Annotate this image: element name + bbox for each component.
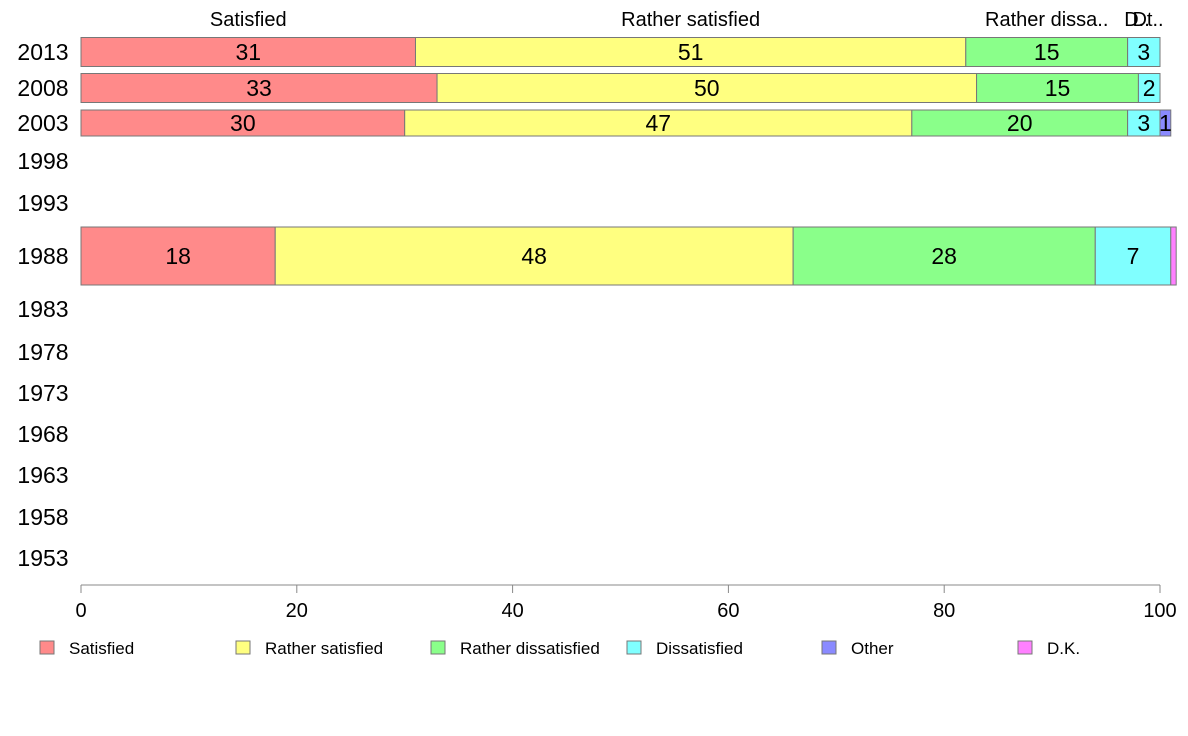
bar-value-label: 47 <box>645 110 671 136</box>
legend-swatch <box>430 640 446 655</box>
bar-segment <box>1170 226 1177 286</box>
y-tick-label: 1978 <box>17 339 68 365</box>
x-tick-label: 80 <box>933 600 955 622</box>
x-tick-label: 60 <box>717 600 739 622</box>
bar-value-label: 3 <box>1137 39 1150 65</box>
bar-value-label: 48 <box>521 243 547 269</box>
legend-label: Rather satisfied <box>265 639 383 658</box>
y-axis-labels: 2013 2008 2003 1998 1993 1988 1983 1978 1973 1968… <box>17 39 68 571</box>
legend-label: Satisfied <box>69 639 134 658</box>
y-tick-label: 1993 <box>17 190 68 216</box>
bar-segment <box>1159 109 1172 137</box>
bar-value-label: 2 <box>1143 75 1156 101</box>
y-tick-label: 2008 <box>17 75 68 101</box>
bar-segment <box>80 226 276 286</box>
y-tick-label: 1968 <box>17 421 68 447</box>
legend-swatch <box>235 640 251 655</box>
bar-segment <box>1127 109 1161 137</box>
top-category-label: D.. <box>1124 9 1150 31</box>
y-tick-label: 1998 <box>17 148 68 174</box>
legend-label: Other <box>851 639 894 658</box>
bar-segment <box>80 73 438 103</box>
top-category-label: Rather dissa.. <box>985 9 1108 31</box>
top-category-label: Dt.. <box>1132 9 1163 31</box>
bar-value-label: 33 <box>246 75 272 101</box>
bar-segment <box>414 37 967 67</box>
y-tick-label: 1973 <box>17 380 68 406</box>
bar-value-label: 3 <box>1137 110 1150 136</box>
y-tick-label: 1988 <box>17 243 68 269</box>
bar-value-label: 7 <box>1127 243 1140 269</box>
bar-value-label: 18 <box>165 243 191 269</box>
top-category-label: Satisfied <box>210 9 287 31</box>
bar-segment <box>274 226 794 286</box>
y-tick-label: 2003 <box>17 110 68 136</box>
bars: 31 51 15 333 50 15 230 47 20 3 118 48 28 7 <box>80 37 1177 286</box>
bar-value-label: 15 <box>1034 39 1060 65</box>
bar-value-label: 20 <box>1007 110 1033 136</box>
legend-swatch <box>39 640 55 655</box>
legend-label: Dissatisfied <box>656 639 743 658</box>
bar-segment <box>80 109 406 137</box>
x-axis: 0 20 40 60 80 100 <box>75 584 1177 622</box>
legend-swatch <box>821 640 837 655</box>
x-tick-label: 40 <box>501 600 523 622</box>
bar-value-label: 15 <box>1045 75 1071 101</box>
bar-segment <box>1137 73 1161 103</box>
bar-value-label: 50 <box>694 75 720 101</box>
bar-segment <box>436 73 978 103</box>
y-tick-label: 1953 <box>17 545 68 571</box>
bar-segment <box>792 226 1096 286</box>
bar-segment <box>976 73 1139 103</box>
x-tick-label: 20 <box>286 600 308 622</box>
y-tick-label: 1958 <box>17 504 68 530</box>
bar-value-label: 30 <box>230 110 256 136</box>
y-tick-label: 1983 <box>17 296 68 322</box>
legend-label: Rather dissatisfied <box>460 639 600 658</box>
legend: Satisfied Rather satisfied Rather dissatis… <box>39 639 1080 658</box>
legend-swatch <box>626 640 642 655</box>
bar-segment <box>1127 37 1161 67</box>
x-tick-label: 0 <box>75 600 86 622</box>
legend-label: D.K. <box>1047 639 1080 658</box>
y-tick-label: 1963 <box>17 462 68 488</box>
top-category-label: Rather satisfied <box>621 9 760 31</box>
bar-segment <box>404 109 913 137</box>
bar-segment <box>911 109 1129 137</box>
legend-swatch <box>1017 640 1033 655</box>
bar-value-label: 1 <box>1159 110 1172 136</box>
y-tick-label: 2013 <box>17 39 68 65</box>
top-category-labels: Satisfied Rather satisfied Rather dissa.. D… <box>210 9 1164 31</box>
bar-value-label: 51 <box>678 39 704 65</box>
bar-segment <box>1094 226 1172 286</box>
bar-value-label: 28 <box>931 243 957 269</box>
bar-value-label: 31 <box>235 39 261 65</box>
x-tick-label: 100 <box>1143 600 1176 622</box>
